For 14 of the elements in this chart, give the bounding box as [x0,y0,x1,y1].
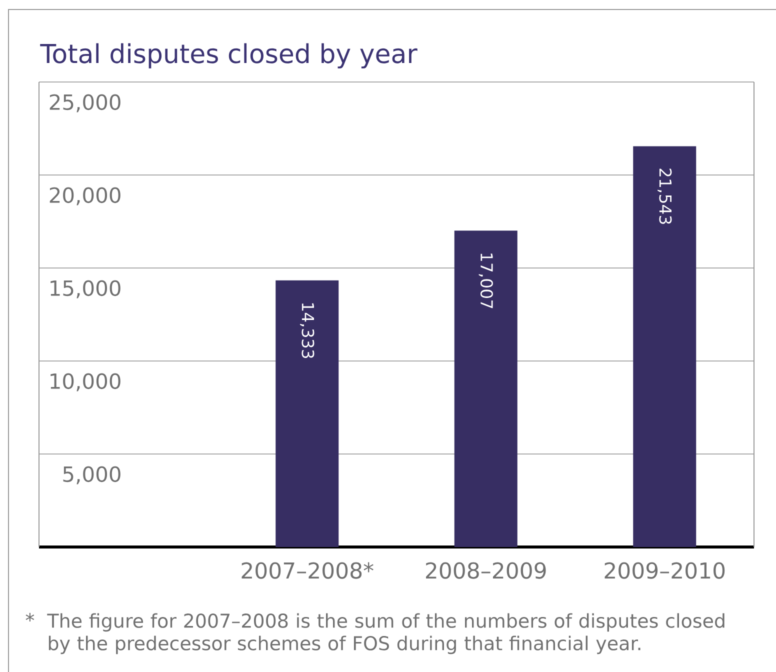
y-tick-label: 20,000 [50,187,120,206]
x-tick-label: 2008–2009 [426,562,546,579]
text: The figure for 2007–2008 is the sum of the numbers of disputes closed by the predecessor schemes of FOS during that financial year. [47,613,724,654]
y-tick-label: 10,000 [50,373,120,392]
x-tick-label: 2007–2008* [242,562,374,579]
chart-title: Total disputes closed by year [40,43,418,68]
data-label: 21,543 [658,168,672,224]
x-tick-label: 2009–2010 [604,562,725,579]
y-tick-label: 25,000 [50,94,120,112]
text: * [26,612,34,622]
y-tick-label: 15,000 [50,280,120,298]
y-tick-label: 5,000 [63,466,120,484]
data-label: 14,333 [300,303,314,358]
data-label: 17,007 [478,254,493,308]
